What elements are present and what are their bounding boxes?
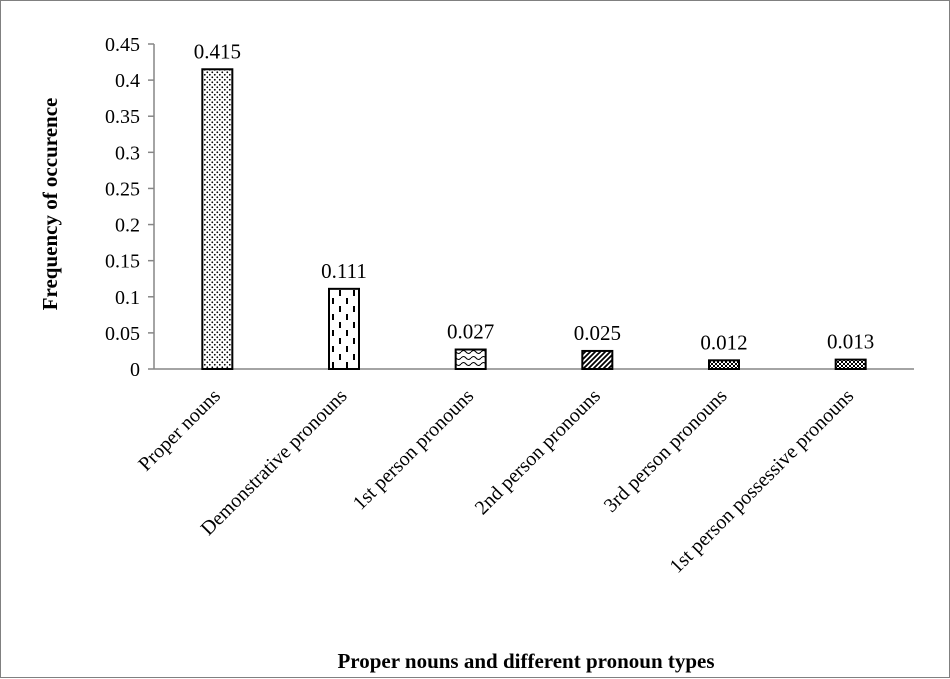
bar [201,68,234,371]
category-label: 1st person pronouns [349,385,479,515]
category-label: 2nd person pronouns [471,385,605,519]
y-axis: 0 0.05 0.1 0.15 0.2 0.25 0.3 0.35 0.4 0.45 [105,34,155,381]
y-tick-label: 0.15 [105,251,140,273]
y-tick-label: 0.05 [105,323,140,345]
y-tick-label: 0.1 [115,287,140,309]
category-label: Proper nouns [134,385,225,476]
bars [201,68,867,371]
y-axis-title: Frequency of occurence [38,98,62,311]
data-label: 0.012 [700,330,747,354]
data-label: 0.111 [321,259,367,283]
data-label: 0.013 [827,330,874,354]
data-label: 0.027 [447,320,494,344]
data-label: 0.025 [574,321,621,345]
data-labels: 0.415 0.111 0.027 0.025 0.012 0.013 [194,39,875,354]
y-tick-label: 0.35 [105,106,140,128]
bar [834,358,867,371]
data-label: 0.415 [194,39,241,63]
y-tick-label: 0.2 [115,215,140,237]
bar [708,359,740,371]
y-tick-label: 0.4 [115,70,140,92]
category-label: Demonstrative pronouns [197,385,352,540]
category-label: 3rd person pronouns [600,385,732,517]
y-tick-label: 0.45 [105,34,140,56]
x-axis-title: Proper nouns and different pronoun types [337,649,714,673]
bar [454,348,487,370]
bar [328,287,360,371]
bar [581,349,614,371]
y-ticks: 0 0.05 0.1 0.15 0.2 0.25 0.3 0.35 0.4 0.45 [105,34,154,381]
y-tick-label: 0.25 [105,178,140,200]
y-tick-label: 0.3 [115,142,140,164]
y-tick-label: 0 [130,359,140,381]
